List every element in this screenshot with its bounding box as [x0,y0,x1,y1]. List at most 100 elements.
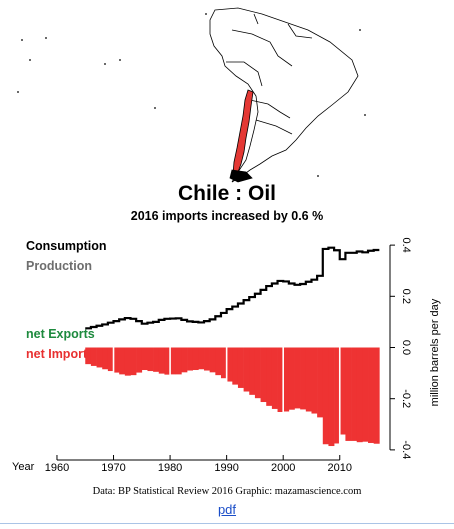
import-bar [187,347,194,371]
country-border [231,29,293,67]
import-bar [164,347,171,375]
y-tick-label: -0.2 [400,389,412,408]
chart-subtitle: 2016 imports increased by 0.6 % [131,209,323,223]
x-tick-label: 1990 [214,462,238,474]
continent-outline [209,7,359,183]
y-tick-label: 0.0 [400,340,412,355]
import-bar [181,347,188,373]
import-bar [209,347,216,373]
import-bar [345,347,352,441]
x-tick-label: 1980 [158,462,182,474]
y-axis: -0.4 -0.2 0.0 0.2 0.4 [389,237,412,459]
import-bar [373,347,380,444]
y-tick-label: 0.4 [400,237,412,252]
island-dot [17,91,19,93]
import-bar [249,347,256,395]
chart-title: Chile : Oil [178,182,276,205]
y-axis-label: million barrels per day [429,298,441,406]
import-bar [288,347,295,410]
import-bar [271,347,278,409]
import-bar [130,347,137,376]
net-imports-bars [85,347,380,447]
import-bar [90,347,97,366]
import-bar [107,347,114,372]
x-tick-label: 2010 [328,462,352,474]
x-axis: 1960 1970 1980 1990 2000 2010 [45,455,352,474]
import-bar [294,347,301,409]
legend-net-imports: net Imports [26,347,94,361]
y-tick-label: -0.4 [400,440,412,459]
import-bar [277,347,284,412]
import-bar [102,347,109,370]
import-bar [266,347,273,406]
import-bar [317,347,324,418]
import-bar [158,347,165,374]
import-bar [339,347,346,435]
import-bar [351,347,358,441]
country-border [253,13,259,25]
import-bar [192,347,199,371]
island-dot [104,63,106,65]
island-dot [119,59,121,61]
import-bar [226,347,233,382]
import-bar [260,347,267,403]
import-bar [170,347,177,375]
import-bar [322,347,329,445]
island-dot [364,114,366,116]
import-bar [254,347,261,399]
import-bar [198,347,205,370]
x-axis-label: Year [12,461,35,473]
import-bar [220,347,227,379]
country-border [226,61,263,87]
import-bar [311,347,318,414]
import-bar [215,347,222,376]
import-bar [356,347,363,443]
country-border [255,119,293,135]
bottom-divider [0,523,454,524]
island-dot [359,29,361,31]
south-america-map [17,7,366,183]
import-bar [153,347,160,372]
import-bar [96,347,103,368]
x-tick-label: 1960 [45,462,69,474]
import-bar [204,347,210,371]
import-bar [141,347,148,371]
import-bar [334,347,341,444]
import-bar [243,347,250,392]
island-dot [154,107,156,109]
legend-consumption: Consumption [26,239,107,253]
pdf-link[interactable]: pdf [217,502,237,517]
tierra-del-fuego [229,169,253,183]
island-dot [21,39,23,41]
country-border [249,99,291,119]
consumption-line [85,246,380,330]
import-bar [113,347,120,373]
import-bar [300,347,307,410]
import-bar [283,347,290,412]
import-bar [175,347,182,375]
import-bar [124,347,131,376]
import-bar [147,347,154,372]
island-dot [45,37,47,39]
data-credit: Data: BP Statistical Review 2016 Graphic… [93,486,362,497]
import-bar [85,347,92,365]
import-bar [368,347,374,443]
island-dot [29,59,31,61]
island-dot [317,175,319,177]
import-bar [136,347,143,373]
import-bar [328,347,335,447]
import-bar [362,347,369,442]
import-bar [305,347,312,412]
island-dot [205,13,207,15]
legend-production: Production [26,259,92,273]
import-bar [232,347,239,385]
x-tick-label: 2000 [271,462,295,474]
y-tick-label: 0.2 [400,289,412,304]
decade-dividers [112,347,341,450]
import-bar [237,347,244,388]
country-border [287,23,313,39]
import-bar [119,347,126,375]
x-tick-label: 1970 [101,462,125,474]
legend: Consumption Production net Exports net I… [26,239,107,361]
